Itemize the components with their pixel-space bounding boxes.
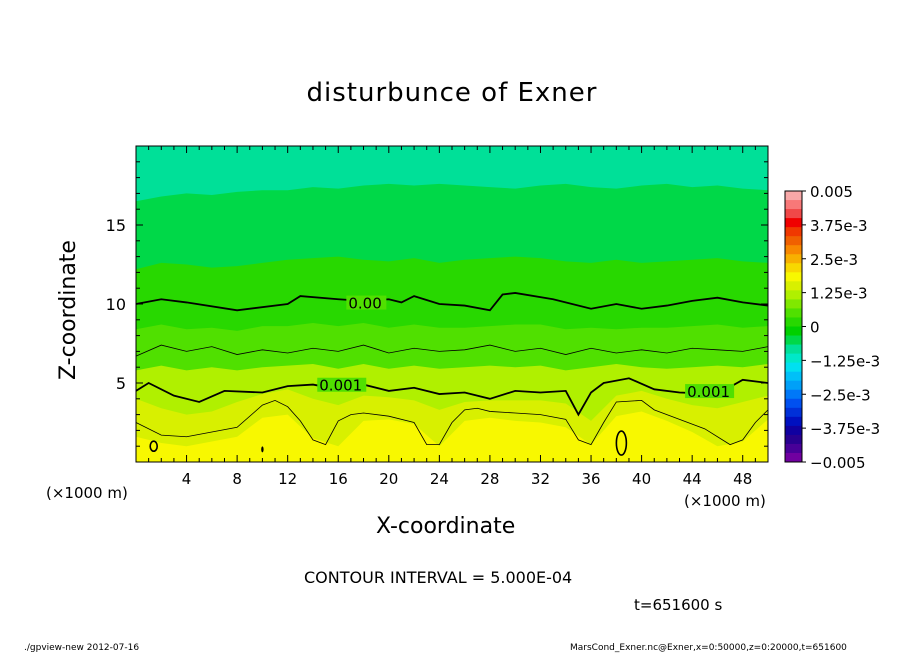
colorbar-swatch bbox=[785, 407, 802, 418]
contour-line bbox=[135, 377, 769, 417]
x-tick-label: 48 bbox=[733, 470, 752, 488]
x-tick-label: 40 bbox=[632, 470, 651, 488]
x-unit-label-left: (×1000 m) bbox=[46, 484, 128, 502]
colorbar-swatch bbox=[785, 362, 802, 373]
colorbar-label: 3.75e-3 bbox=[810, 217, 868, 235]
chart-title: disturbunce of Exner bbox=[306, 78, 598, 108]
colorbar-swatch bbox=[785, 209, 802, 219]
colorbar-swatch bbox=[785, 218, 802, 228]
contour-label-bg bbox=[685, 384, 735, 399]
y-tick-label: 15 bbox=[106, 216, 126, 235]
colorbar-label: 1.25e-3 bbox=[810, 285, 868, 303]
contour-interval-label: CONTOUR INTERVAL = 5.000E-04 bbox=[304, 568, 573, 587]
colorbar-swatch bbox=[785, 236, 802, 246]
colorbar-swatch bbox=[785, 254, 802, 264]
x-tick-label: 16 bbox=[329, 470, 348, 488]
colorbar-swatch bbox=[785, 452, 802, 463]
colorbar-swatch bbox=[785, 335, 802, 346]
contour-loop bbox=[261, 446, 264, 453]
x-axis-label: X-coordinate bbox=[376, 514, 516, 539]
colorbar-swatch bbox=[785, 281, 802, 291]
contour-label-bg bbox=[346, 295, 387, 310]
x-tick-label: 24 bbox=[430, 470, 449, 488]
contour-label: 0.001 bbox=[687, 383, 730, 401]
x-tick-label: 8 bbox=[232, 470, 242, 488]
colorbar-swatch bbox=[785, 389, 802, 400]
colorbar-swatch bbox=[785, 371, 802, 382]
colorbar-swatch bbox=[785, 191, 802, 201]
contour-label-bg bbox=[317, 377, 367, 392]
colorbar-swatch bbox=[785, 398, 802, 409]
colorbar-label: −3.75e-3 bbox=[810, 420, 880, 438]
footer-program-date: ./gpview-new 2012-07-16 bbox=[24, 643, 140, 653]
contour-loop bbox=[149, 440, 158, 453]
colorbar-label: 0.005 bbox=[810, 183, 853, 201]
contour-line bbox=[135, 292, 769, 312]
colorbar-swatch bbox=[785, 245, 802, 255]
y-tick-label: 5 bbox=[116, 374, 126, 393]
x-tick-label: 4 bbox=[182, 470, 192, 488]
colorbar-swatch bbox=[785, 263, 802, 273]
x-unit-label-right: (×1000 m) bbox=[684, 492, 766, 510]
contour-label: 0.001 bbox=[319, 377, 362, 395]
x-tick-label: 28 bbox=[480, 470, 499, 488]
colorbar-label: −1.25e-3 bbox=[810, 352, 880, 370]
colorbar-label: −0.005 bbox=[810, 454, 866, 472]
x-tick-label: 32 bbox=[531, 470, 550, 488]
contour-label: 0.00 bbox=[348, 295, 381, 313]
colorbar-swatch bbox=[785, 317, 802, 327]
colorbar-label: 0 bbox=[810, 319, 820, 337]
field-band bbox=[136, 411, 768, 462]
colorbar-swatch bbox=[785, 290, 802, 300]
colorbar-swatch bbox=[785, 227, 802, 237]
contour-loop bbox=[615, 430, 628, 456]
colorbar-swatch bbox=[785, 344, 802, 355]
colorbar-swatch bbox=[785, 200, 802, 210]
x-tick-label: 12 bbox=[278, 470, 297, 488]
colorbar-swatch bbox=[785, 416, 802, 427]
colorbar-swatch bbox=[785, 308, 802, 318]
colorbar-swatch bbox=[785, 380, 802, 391]
colorbar-swatch bbox=[785, 425, 802, 436]
colorbar-swatch bbox=[785, 434, 802, 445]
colorbar-label: −2.5e-3 bbox=[810, 386, 871, 404]
time-label: t=651600 s bbox=[634, 596, 723, 614]
y-tick-label: 10 bbox=[106, 295, 126, 314]
colorbar-swatch bbox=[785, 353, 802, 364]
contour-line bbox=[135, 344, 769, 357]
x-tick-label: 36 bbox=[581, 470, 600, 488]
x-tick-label: 20 bbox=[379, 470, 398, 488]
colorbar-swatch bbox=[785, 443, 802, 454]
colorbar-label: 2.5e-3 bbox=[810, 251, 858, 269]
contour-line bbox=[135, 399, 769, 446]
colorbar-swatch bbox=[785, 326, 802, 337]
x-tick-label: 44 bbox=[683, 470, 702, 488]
colorbar-swatch bbox=[785, 299, 802, 309]
colorbar-swatch bbox=[785, 272, 802, 282]
footer-data-source: MarsCond_Exner.nc@Exner,x=0:50000,z=0:20… bbox=[570, 643, 847, 653]
